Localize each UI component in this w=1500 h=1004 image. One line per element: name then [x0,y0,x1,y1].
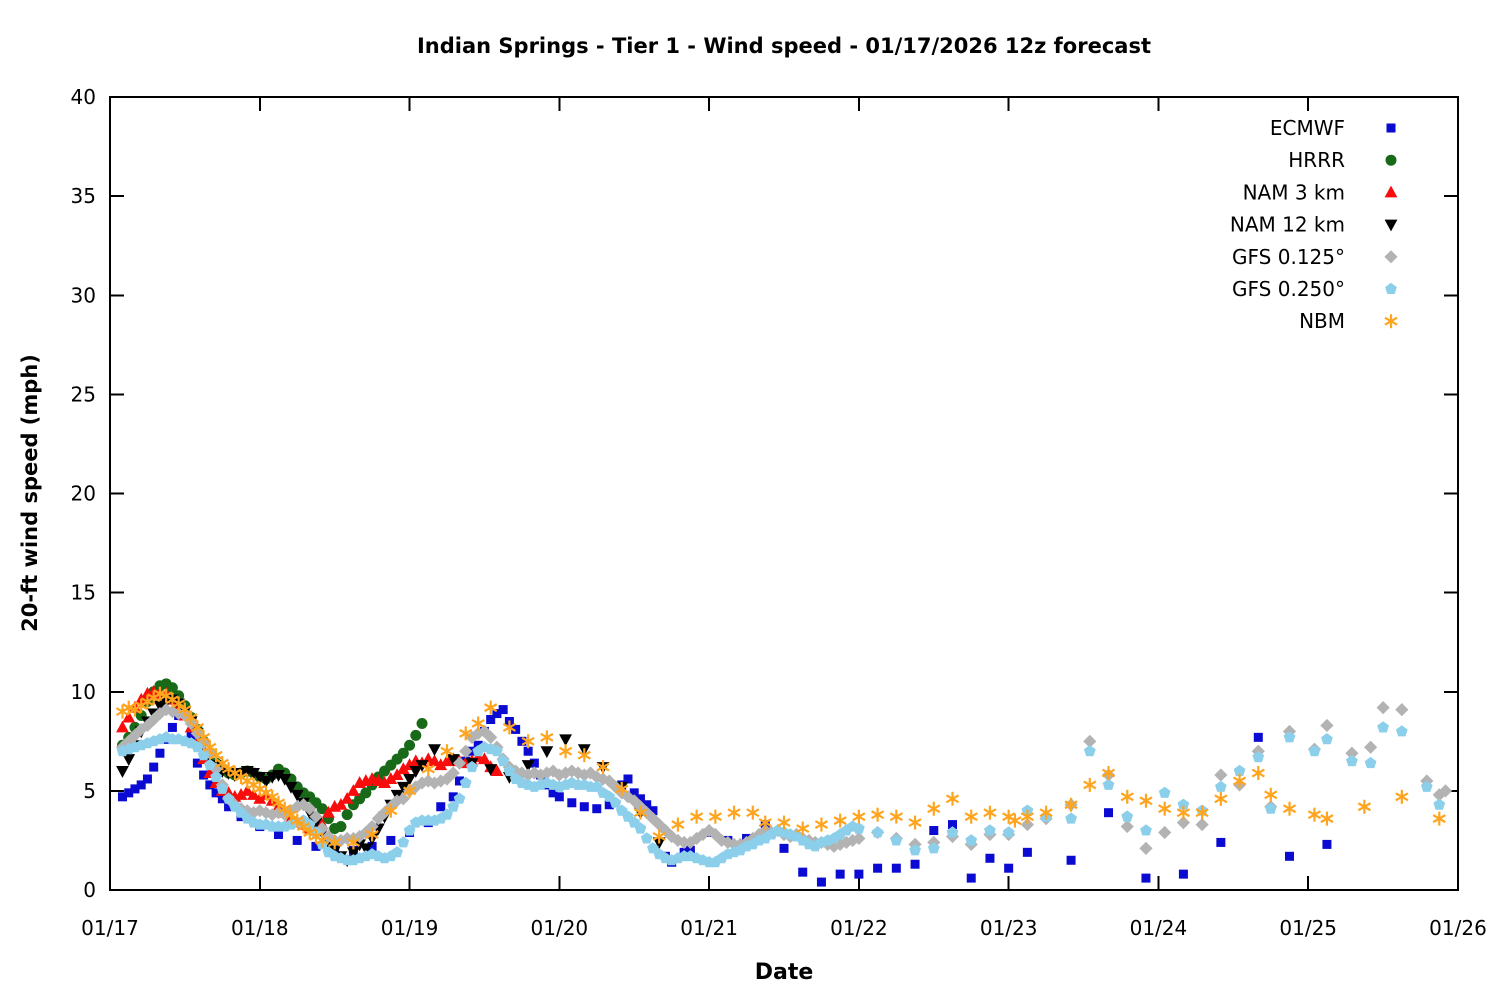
y-tick-label: 20 [71,482,96,506]
legend-label: HRRR [1288,148,1345,172]
y-tick-label: 30 [71,283,96,307]
y-tick-label: 5 [83,779,96,803]
legend-marker-triangle-up [1384,185,1398,198]
x-tick-label: 01/23 [980,916,1038,940]
y-tick-label: 15 [71,581,96,605]
legend-marker-pentagon [1385,282,1397,294]
x-tick-label: 01/26 [1429,916,1487,940]
chart-title: Indian Springs - Tier 1 - Wind speed - 0… [416,34,1151,58]
tick-labels: 01/17 01/18 01/19 01/20 01/21 01/22 01/23 01/24… [71,85,1487,940]
x-tick-label: 01/19 [381,916,439,940]
x-tick-label: 01/24 [1130,916,1188,940]
series-gfs-0-250- [116,721,1446,868]
y-tick-label: 0 [83,878,96,902]
y-tick-label: 25 [71,382,96,406]
y-tick-label: 10 [71,680,96,704]
x-tick-label: 01/18 [231,916,289,940]
series-nbm [115,686,1446,850]
legend-marker-asterisk [1384,314,1398,329]
legend-marker-square [1386,123,1396,133]
legend-label: GFS 0.125° [1232,245,1345,269]
x-tick-label: 01/20 [531,916,589,940]
x-tick-label: 01/17 [81,916,139,940]
y-tick-label: 35 [71,184,96,208]
axes [109,96,1459,891]
legend-label: NAM 12 km [1230,213,1345,237]
x-tick-label: 01/25 [1279,916,1337,940]
legend-label: NBM [1299,309,1345,333]
legend-label: ECMWF [1270,116,1345,140]
legend-marker-triangle-down [1384,219,1398,232]
legend-marker-circle [1385,154,1397,166]
x-tick-label: 01/22 [830,916,888,940]
legend: ECMWF HRRR NAM 3 km NAM 12 km GFS 0.125° GFS … [1230,116,1398,333]
x-tick-label: 01/21 [680,916,738,940]
y-tick-label: 40 [71,85,96,109]
legend-label: GFS 0.250° [1232,277,1345,301]
legend-label: NAM 3 km [1243,180,1345,204]
x-axis-title: Date [754,960,814,985]
legend-marker-diamond [1384,250,1398,264]
